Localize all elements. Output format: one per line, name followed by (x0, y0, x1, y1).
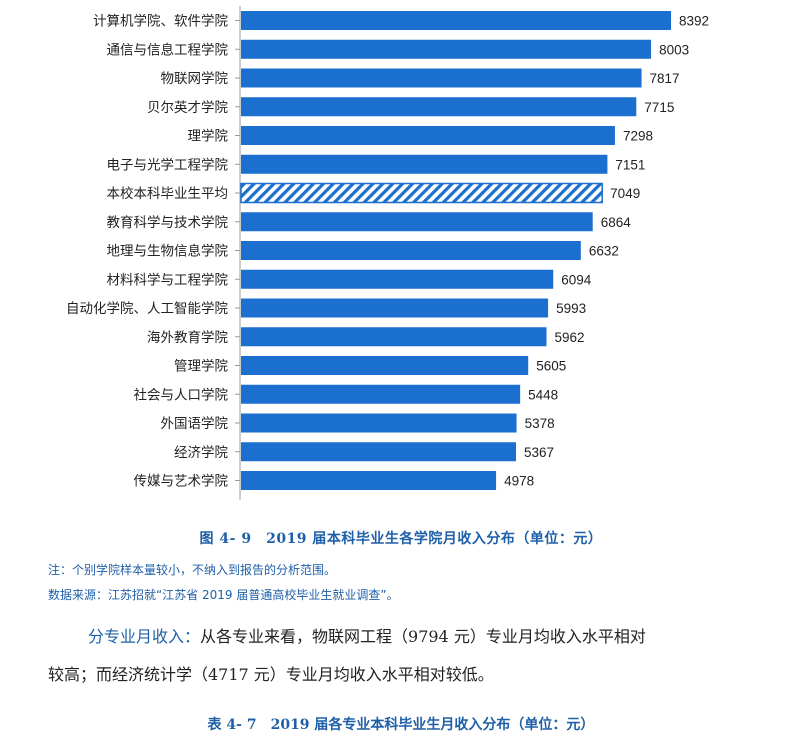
data-label: 6864 (601, 215, 632, 230)
bar (241, 212, 593, 232)
data-label: 5378 (525, 416, 555, 431)
bar (241, 11, 671, 30)
data-label: 6632 (589, 244, 619, 259)
category-label: 贝尔英才学院 (147, 99, 228, 116)
bar (241, 471, 497, 490)
category-label: 海外教育学院 (147, 330, 228, 346)
data-label: 7817 (650, 71, 680, 86)
data-label: 5605 (536, 359, 566, 374)
data-label: 4978 (504, 474, 534, 489)
data-label: 7049 (610, 186, 640, 201)
category-label: 经济学院 (174, 445, 228, 461)
category-label: 本校本科毕业生平均 (107, 185, 229, 202)
income-bar-chart: 计算机学院、软件学院 8392 通信与信息工程学院 8003 物联网学院 7817 贝尔英才… (66, 6, 709, 500)
paragraph-line-1: 分专业月收入：从各专业来看，物联网工程（9794 元）专业月均收入水平相对 (88, 620, 802, 654)
data-label: 5962 (554, 330, 584, 345)
data-label: 5993 (556, 301, 586, 316)
category-label: 理学院 (188, 129, 229, 145)
sample-note: 注：个别学院样本量较小，不纳入到报告的分析范围。 (48, 563, 337, 577)
data-label: 7298 (623, 129, 653, 144)
category-label: 物联网学院 (161, 71, 229, 87)
plot-area: 计算机学院、软件学院 8392 通信与信息工程学院 8003 物联网学院 7817 贝尔英才… (66, 6, 709, 500)
category-label: 地理与生物信息学院 (107, 243, 229, 260)
data-label: 5448 (528, 387, 558, 402)
bar (241, 126, 615, 145)
bar (241, 269, 554, 289)
data-label: 8392 (679, 14, 709, 29)
bar (241, 384, 521, 404)
bar (241, 154, 608, 174)
bar (241, 241, 581, 260)
category-label: 计算机学院、软件学院 (93, 14, 228, 30)
data-source-note: 数据来源：江苏招就“江苏省 2019 届普通高校毕业生就业调查”。 (48, 588, 399, 602)
bar (241, 356, 529, 375)
category-label: 通信与信息工程学院 (107, 41, 229, 58)
category-label: 传媒与艺术学院 (134, 474, 229, 490)
chart-area: 计算机学院、软件学院 8392 通信与信息工程学院 8003 物联网学院 7817 贝尔英才… (66, 6, 709, 500)
paragraph-line-1-text: 从各专业来看，物联网工程（9794 元）专业月均收入水平相对 (200, 627, 646, 646)
data-label: 7151 (615, 157, 645, 172)
data-label: 7715 (644, 100, 674, 115)
figure-caption: 图 4- 9 2019 届本科毕业生各学院月收入分布（单位：元） (199, 531, 603, 547)
bar (241, 97, 637, 117)
data-label: 8003 (659, 42, 689, 57)
bar (241, 39, 652, 59)
bar (241, 442, 517, 462)
category-label: 自动化学院、人工智能学院 (66, 301, 228, 317)
paragraph-lead: 分专业月收入： (88, 627, 201, 646)
category-label: 电子与光学工程学院 (107, 157, 229, 173)
data-label: 5367 (524, 445, 554, 460)
category-label: 社会与人口学院 (134, 387, 229, 403)
data-label: 6094 (561, 272, 592, 287)
bar (241, 327, 547, 347)
table-caption: 表 4- 7 2019 届各专业本科毕业生月收入分布（单位：元） (207, 717, 595, 733)
category-label: 外国语学院 (161, 416, 229, 432)
category-label: 材料科学与工程学院 (107, 272, 229, 288)
bar (241, 413, 517, 433)
category-label: 教育科学与技术学院 (107, 215, 229, 231)
bar-average (240, 182, 603, 204)
category-label: 管理学院 (174, 359, 228, 375)
bar (241, 298, 549, 318)
paragraph-line-2: 较高；而经济统计学（4717 元）专业月均收入水平相对较低。 (48, 665, 494, 684)
bar (241, 68, 642, 88)
